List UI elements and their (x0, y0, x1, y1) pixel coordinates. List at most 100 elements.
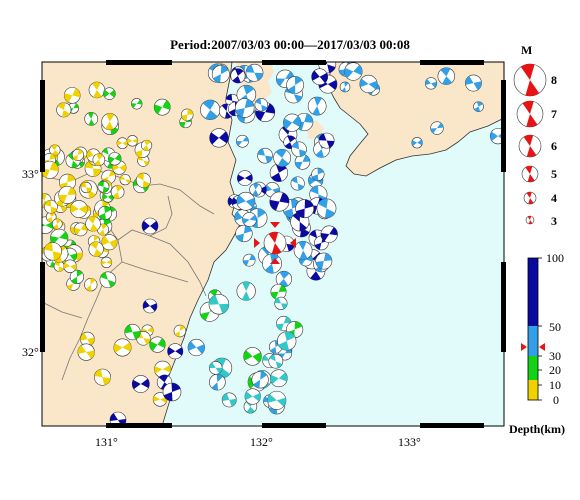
depth-tick-50: 50 (549, 320, 561, 334)
shikoku-coastline (327, 62, 504, 177)
focal-mechanism (318, 132, 335, 149)
focal-mechanism (209, 373, 226, 391)
depth-tick-30: 30 (549, 349, 561, 363)
magnitude-label-7: 7 (551, 107, 557, 121)
focal-mechanism (167, 343, 184, 360)
focal-mechanism (180, 108, 194, 122)
colorbar-shallow (528, 380, 538, 400)
focal-mechanism (149, 336, 166, 353)
focal-mechanism (142, 298, 158, 314)
focal-mechanism (42, 160, 59, 179)
focal-mechanism (311, 68, 329, 86)
focal-mechanism (249, 183, 263, 196)
focal-mechanism (268, 353, 284, 369)
focal-mechanism (430, 121, 444, 135)
focal-mechanism (103, 87, 116, 100)
focal-mechanism (84, 277, 98, 292)
magnitude-label-8: 8 (551, 73, 557, 87)
magnitude-label-5: 5 (551, 167, 557, 181)
focal-mechanism (221, 392, 237, 408)
focal-mechanisms (42, 62, 504, 426)
focal-mechanism (108, 152, 122, 166)
magnitude-legend-beachball (523, 191, 537, 205)
focal-mechanism (97, 205, 113, 221)
focal-mechanism (56, 102, 72, 118)
focal-mechanism (311, 167, 325, 182)
focal-mechanism (77, 343, 95, 361)
mainshock-depth-marker-right (539, 343, 545, 351)
focal-mechanism (242, 212, 257, 227)
focal-mechanism (97, 180, 110, 193)
focal-mechanism (489, 128, 504, 145)
magnitude-legend: M 8 7 6 5 4 3 (513, 43, 557, 228)
focal-mechanism (88, 81, 106, 99)
colorbar-mid-shallow (528, 356, 538, 380)
focal-mechanism (269, 163, 289, 182)
focal-mechanism (235, 224, 253, 243)
focal-mechanism (236, 281, 256, 301)
mainshock-arrow (254, 238, 260, 248)
colorbar-ticks (538, 257, 542, 401)
magnitude-label-3: 3 (551, 214, 557, 228)
lon-label-132: 132° (250, 435, 273, 449)
focal-mechanism (43, 242, 63, 261)
depth-colorbar: 100 50 30 20 10 0 Depth(km) (509, 251, 565, 436)
focal-mechanism (141, 217, 159, 235)
focal-mechanism (49, 144, 61, 156)
mainshock-mechanism (263, 231, 287, 255)
focal-mechanism (269, 369, 288, 388)
mainshock-arrow (290, 238, 296, 248)
focal-mechanism (116, 137, 129, 149)
focal-mechanism (236, 134, 249, 148)
focal-mechanism (153, 98, 171, 116)
magnitude-label-6: 6 (551, 139, 557, 153)
focal-mechanism (242, 253, 256, 267)
focal-mechanism (51, 218, 63, 230)
focal-mechanism (126, 135, 139, 147)
focal-mechanism (92, 153, 106, 167)
focal-mechanism (243, 347, 262, 366)
focal-mechanism (257, 147, 273, 164)
focal-mechanism (131, 98, 143, 110)
depth-tick-20: 20 (549, 363, 561, 377)
focal-mechanism (320, 225, 338, 243)
lat-label-33: 33° (22, 167, 39, 181)
colorbar-deep (528, 258, 538, 326)
focal-mechanism (113, 338, 132, 357)
focal-mechanism (209, 128, 229, 148)
focal-mechanism (244, 388, 261, 405)
focal-mechanism (359, 74, 378, 94)
focal-mechanism (473, 101, 484, 112)
map-area (42, 62, 504, 426)
depth-tick-0: 0 (553, 393, 559, 407)
focal-mechanism (58, 185, 77, 204)
focal-mechanism (274, 296, 288, 310)
focal-mechanism (293, 240, 313, 260)
focal-mechanism (63, 87, 81, 104)
focal-mechanism (59, 173, 76, 191)
focal-mechanism (411, 137, 423, 149)
magnitude-legend-beachball (525, 215, 535, 225)
lon-label-131: 131° (95, 435, 118, 449)
focal-mechanism (315, 252, 333, 270)
focal-mechanism (208, 361, 223, 375)
focal-mechanism (109, 411, 127, 426)
focal-mechanism (267, 390, 287, 410)
colorbar-frame (527, 257, 539, 401)
focal-mechanism (100, 256, 113, 269)
focal-mechanism (290, 176, 305, 191)
magnitude-legend-beachball (518, 134, 542, 158)
focal-mechanism (124, 323, 141, 341)
focal-mechanism (269, 191, 290, 212)
depth-tick-10: 10 (549, 378, 561, 392)
focal-mechanism (187, 338, 205, 357)
lat-label-32: 32° (22, 345, 39, 359)
focal-mechanism (236, 191, 256, 211)
focal-mechanism (344, 62, 363, 81)
map-title: Period:2007/03/03 00:00––2017/03/03 00:0… (170, 37, 410, 52)
focal-mechanism (110, 185, 125, 199)
focal-mechanism (137, 154, 150, 167)
mainshock-depth-marker-left (521, 343, 527, 351)
focal-mechanism (119, 174, 131, 186)
focal-mechanism (211, 65, 230, 84)
